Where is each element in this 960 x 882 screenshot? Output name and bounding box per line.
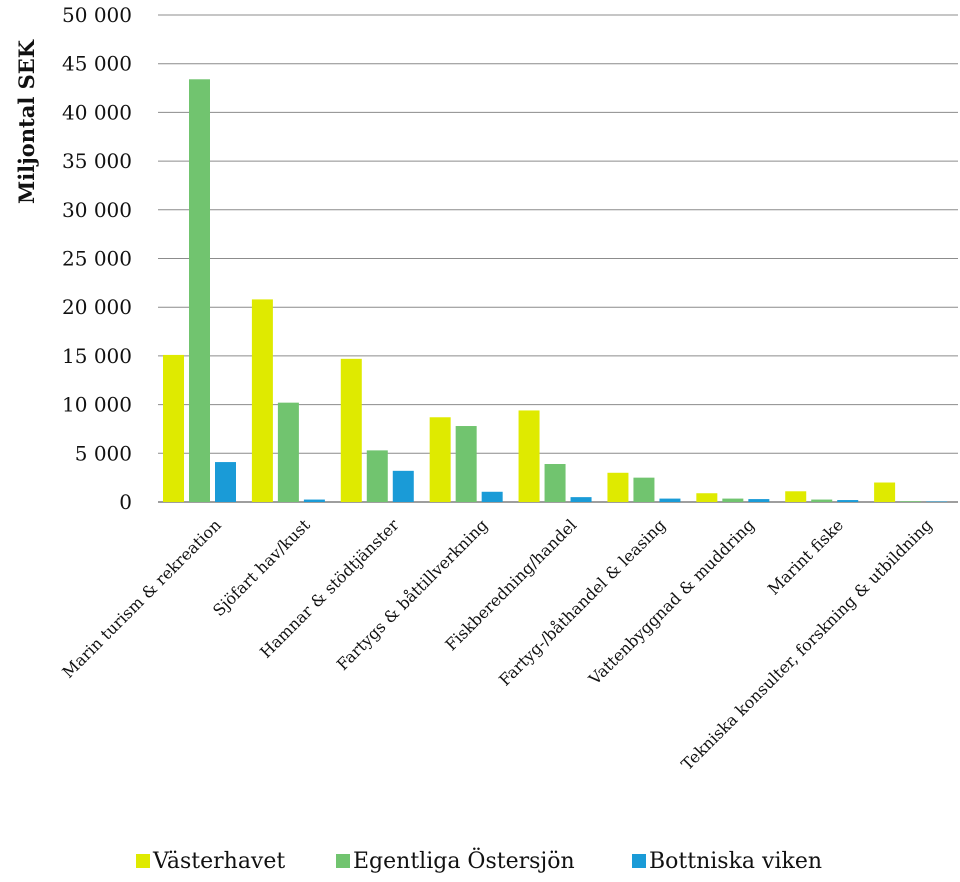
legend: Västerhavet Egentliga Östersjön Bottniska … bbox=[136, 847, 822, 874]
bar bbox=[633, 477, 655, 502]
bar bbox=[748, 499, 770, 502]
y-tick-label: 35 000 bbox=[62, 149, 132, 173]
legend-swatch bbox=[632, 854, 646, 868]
bar bbox=[429, 417, 451, 502]
y-tick-label: 15 000 bbox=[62, 344, 132, 368]
bar bbox=[518, 410, 540, 502]
x-tick-label: Marint fiske bbox=[764, 515, 847, 598]
bar bbox=[215, 462, 236, 502]
bar bbox=[570, 497, 592, 502]
bar bbox=[392, 470, 414, 502]
x-tick-label: Fartygs & båttillverkning bbox=[333, 515, 492, 674]
bar bbox=[607, 472, 629, 502]
bar bbox=[722, 498, 744, 502]
bar bbox=[659, 498, 681, 502]
bar bbox=[837, 500, 859, 502]
bar bbox=[366, 450, 388, 502]
x-tick-label: Fartyg-/båthandel & leasing bbox=[495, 515, 669, 689]
bar bbox=[277, 402, 299, 502]
legend-label: Västerhavet bbox=[152, 849, 285, 874]
bar bbox=[696, 493, 718, 502]
bar bbox=[544, 464, 566, 502]
bar bbox=[811, 499, 833, 502]
bar bbox=[303, 499, 325, 502]
y-axis-title: Miljontal SEK bbox=[14, 39, 39, 204]
bar bbox=[251, 299, 273, 502]
bar bbox=[455, 426, 477, 502]
legend-label: Bottniska viken bbox=[649, 849, 822, 874]
y-tick-label: 30 000 bbox=[62, 198, 132, 222]
y-tick-label: 40 000 bbox=[62, 100, 132, 124]
y-tick-label: 20 000 bbox=[62, 295, 132, 319]
y-tick-label: 25 000 bbox=[62, 247, 132, 271]
x-tick-label: Marin turism & rekreation bbox=[58, 515, 224, 681]
bars bbox=[163, 79, 948, 502]
bar bbox=[785, 491, 807, 502]
x-tick-label: Sjöfart hav/kust bbox=[209, 515, 314, 620]
bar bbox=[163, 354, 184, 502]
legend-swatch bbox=[336, 854, 350, 868]
y-tick-label: 45 000 bbox=[62, 52, 132, 76]
bar bbox=[874, 482, 896, 502]
bar bbox=[189, 79, 210, 502]
bar bbox=[340, 358, 362, 502]
x-tick-label: Vattenbyggnad & muddring bbox=[584, 515, 758, 689]
y-tick-label: 50 000 bbox=[62, 3, 132, 27]
legend-swatch bbox=[136, 854, 150, 868]
y-tick-label: 0 bbox=[119, 490, 132, 514]
y-axis-ticks: 0 5 000 10 000 15 000 20 000 25 000 30 000 35 0… bbox=[62, 3, 132, 514]
y-tick-label: 10 000 bbox=[62, 393, 132, 417]
bar bbox=[481, 491, 503, 502]
legend-label: Egentliga Östersjön bbox=[353, 847, 575, 874]
y-tick-label: 5 000 bbox=[75, 441, 132, 465]
bar bbox=[900, 501, 922, 502]
